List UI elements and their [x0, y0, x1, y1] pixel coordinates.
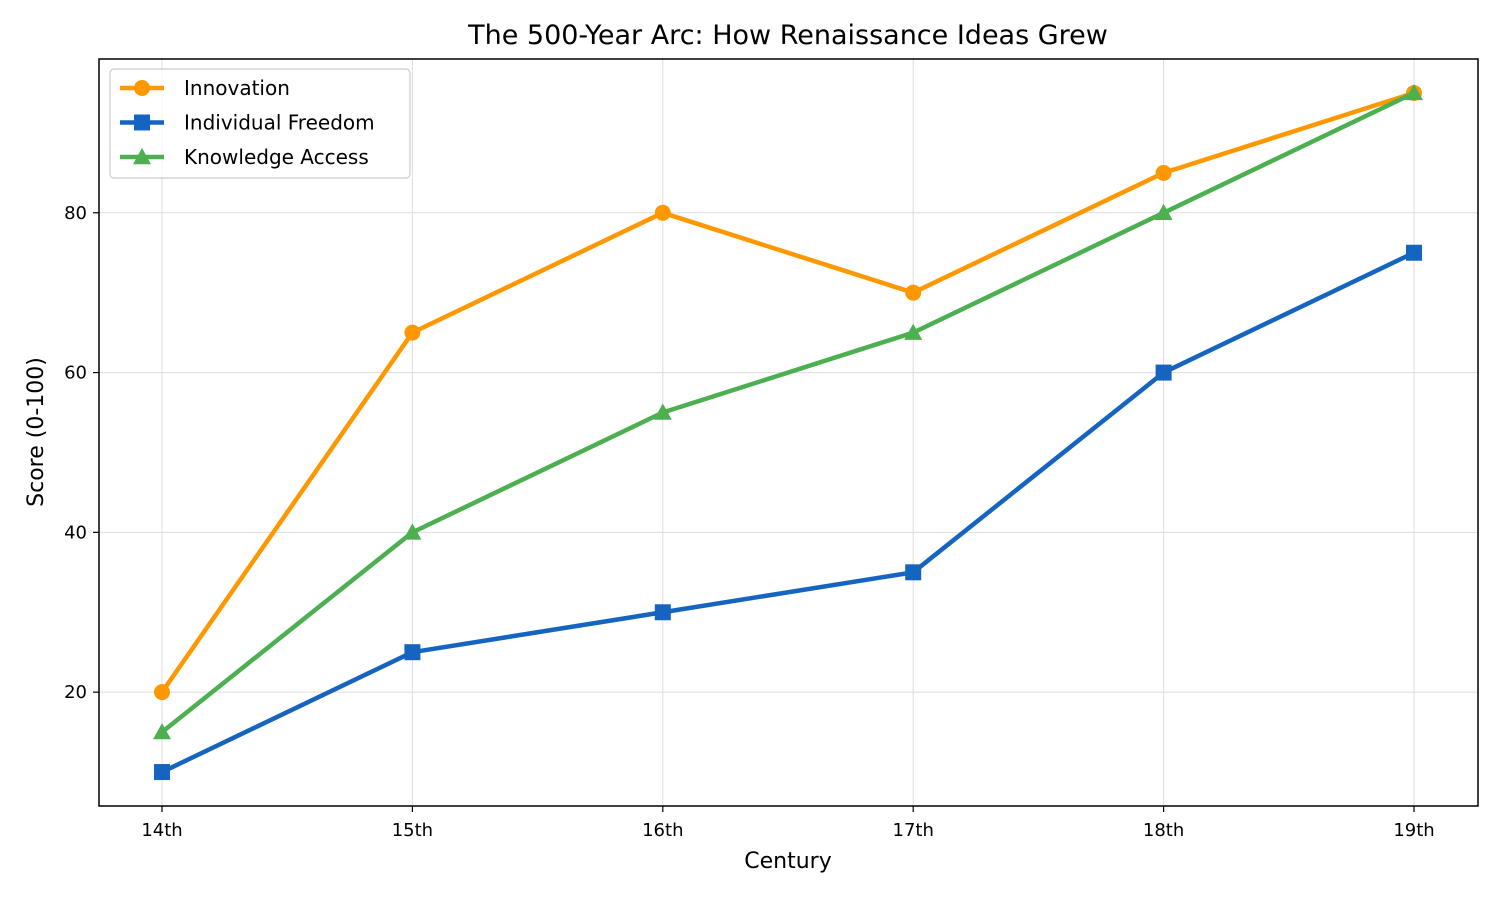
data-point	[654, 204, 671, 221]
data-point	[403, 523, 422, 540]
y-axis-ticks: 20 40 60 80	[64, 203, 99, 703]
series-layer	[153, 83, 1423, 781]
y-tick-label: 40	[64, 522, 87, 543]
y-tick-label: 60	[64, 363, 87, 384]
legend-label: Individual Freedom	[184, 111, 375, 135]
y-tick-label: 20	[64, 682, 87, 703]
x-tick-label: 19th	[1393, 820, 1434, 841]
plot-frame	[98, 58, 1479, 807]
data-point	[654, 604, 671, 621]
data-point	[905, 564, 922, 581]
series-line	[159, 90, 1417, 735]
series-innovation	[154, 84, 1422, 701]
data-point	[1155, 364, 1172, 381]
legend-box	[109, 68, 411, 179]
legend-marker	[134, 114, 150, 131]
x-axis-ticks: 14th 15th 16th 17th 18th 19th	[141, 806, 1435, 841]
data-point	[404, 644, 421, 661]
data-point	[404, 324, 421, 341]
x-tick-label: 15th	[392, 820, 433, 841]
series-line	[159, 90, 1417, 695]
legend-label: Knowledge Access	[184, 145, 369, 169]
data-point	[905, 284, 922, 301]
x-tick-label: 14th	[141, 820, 182, 841]
grid	[99, 59, 1478, 806]
data-point	[1155, 164, 1172, 181]
legend-marker	[134, 80, 150, 96]
data-point	[153, 723, 171, 740]
series-line	[159, 250, 1417, 775]
y-axis-label: Score (0-100)	[24, 357, 49, 507]
x-axis-label: Century	[744, 849, 831, 874]
data-point	[154, 764, 170, 781]
data-point	[1405, 83, 1423, 101]
series-knowledge-access	[153, 83, 1423, 740]
data-point	[154, 684, 170, 701]
legend-marker	[133, 148, 151, 165]
data-point	[653, 403, 672, 420]
data-point	[1406, 244, 1422, 261]
chart-title: The 500-Year Arc: How Renaissance Ideas …	[467, 20, 1108, 51]
legend: Innovation Individual Freedom Knowledge Ac…	[109, 68, 411, 179]
legend-label: Innovation	[184, 76, 290, 100]
x-tick-label: 16th	[642, 820, 683, 841]
series-individual-freedom	[154, 244, 1422, 781]
data-point	[1154, 203, 1173, 220]
y-tick-label: 80	[64, 203, 87, 224]
x-tick-label: 17th	[893, 820, 934, 841]
x-tick-label: 18th	[1143, 820, 1184, 841]
data-point	[904, 323, 923, 340]
